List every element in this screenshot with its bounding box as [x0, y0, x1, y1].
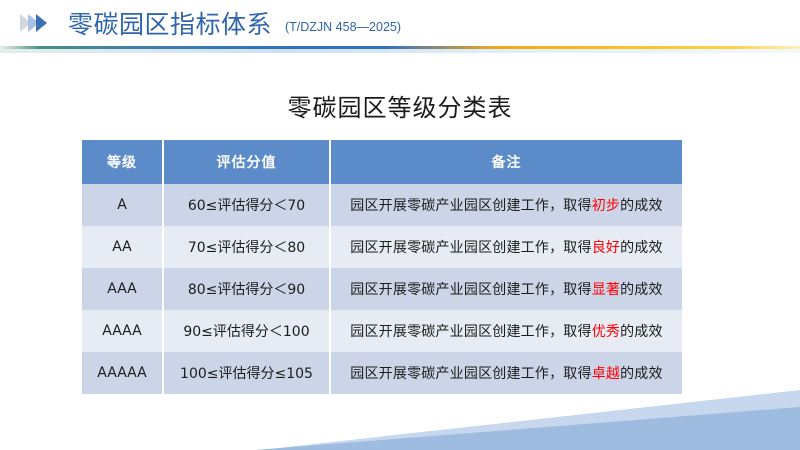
- table-row: AA 70≤评估得分＜80 园区开展零碳产业园区创建工作，取得良好的成效: [82, 226, 682, 268]
- slide-header: 零碳园区指标体系 (T/DZJN 458—2025): [0, 0, 800, 53]
- column-header-remark: 备注: [330, 140, 682, 184]
- table-row: AAAA 90≤评估得分＜100 园区开展零碳产业园区创建工作，取得优秀的成效: [82, 310, 682, 352]
- page-title: 零碳园区等级分类表: [287, 94, 513, 122]
- remark-highlight: 良好: [591, 240, 621, 256]
- cell-grade: AAAAA: [82, 352, 164, 394]
- header-standard-code: (T/DZJN 458—2025): [285, 20, 402, 34]
- cell-grade: AA: [82, 226, 164, 268]
- table-row: AAA 80≤评估得分＜90 园区开展零碳产业园区创建工作，取得显著的成效: [82, 268, 682, 310]
- table-row: A 60≤评估得分＜70 园区开展零碳产业园区创建工作，取得初步的成效: [82, 184, 682, 226]
- cell-remark: 园区开展零碳产业园区创建工作，取得卓越的成效: [330, 352, 682, 394]
- remark-suffix: 的成效: [620, 198, 663, 214]
- table-header: 等级 评估分值 备注: [82, 140, 682, 184]
- cell-grade: AAAA: [82, 310, 164, 352]
- remark-prefix: 园区开展零碳产业园区创建工作，取得: [350, 198, 592, 214]
- remark-prefix: 园区开展零碳产业园区创建工作，取得: [350, 240, 592, 256]
- remark-highlight: 初步: [591, 198, 621, 214]
- cell-remark: 园区开展零碳产业园区创建工作，取得良好的成效: [330, 226, 682, 268]
- table-row: AAAAA 100≤评估得分≤105 园区开展零碳产业园区创建工作，取得卓越的成…: [82, 352, 682, 394]
- remark-suffix: 的成效: [620, 282, 663, 298]
- double-chevron-right-icon: [20, 14, 47, 32]
- cell-grade: AAA: [82, 268, 164, 310]
- cell-score: 80≤评估得分＜90: [163, 268, 331, 310]
- grade-classification-table: 等级 评估分值 备注 A 60≤评估得分＜70 园区开展零碳产业园区创建工作，取…: [82, 140, 682, 394]
- chevron-right-icon-3: [36, 14, 47, 32]
- header-divider-gradient: [0, 46, 800, 49]
- cell-score: 100≤评估得分≤105: [163, 352, 331, 394]
- remark-suffix: 的成效: [620, 324, 663, 340]
- table-header-row: 等级 评估分值 备注: [82, 140, 682, 184]
- cell-score: 90≤评估得分＜100: [163, 310, 331, 352]
- remark-prefix: 园区开展零碳产业园区创建工作，取得: [350, 366, 592, 382]
- remark-suffix: 的成效: [620, 240, 663, 256]
- cell-remark: 园区开展零碳产业园区创建工作，取得显著的成效: [330, 268, 682, 310]
- chevron-right-icon-1: [20, 14, 31, 32]
- footer-wedge-dark: [255, 407, 800, 450]
- remark-highlight: 卓越: [591, 366, 621, 382]
- remark-suffix: 的成效: [620, 366, 663, 382]
- footer-wedge-light: [260, 390, 800, 450]
- table-body: A 60≤评估得分＜70 园区开展零碳产业园区创建工作，取得初步的成效 AA 7…: [82, 184, 682, 394]
- column-header-score: 评估分值: [163, 140, 331, 184]
- cell-remark: 园区开展零碳产业园区创建工作，取得优秀的成效: [330, 310, 682, 352]
- remark-prefix: 园区开展零碳产业园区创建工作，取得: [350, 282, 592, 298]
- cell-score: 70≤评估得分＜80: [163, 226, 331, 268]
- header-divider-soft: [0, 49, 800, 53]
- cell-grade: A: [82, 184, 164, 226]
- column-header-grade: 等级: [82, 140, 164, 184]
- remark-prefix: 园区开展零碳产业园区创建工作，取得: [350, 324, 592, 340]
- cell-remark: 园区开展零碳产业园区创建工作，取得初步的成效: [330, 184, 682, 226]
- remark-highlight: 显著: [591, 282, 621, 298]
- cell-score: 60≤评估得分＜70: [163, 184, 331, 226]
- remark-highlight: 优秀: [591, 324, 621, 340]
- chevron-right-icon-2: [28, 14, 39, 32]
- header-title: 零碳园区指标体系: [68, 10, 273, 39]
